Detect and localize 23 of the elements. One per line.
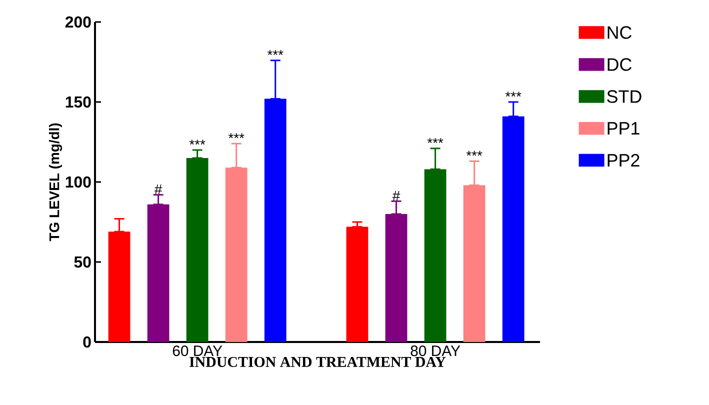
data-label: *** <box>228 133 244 138</box>
data-label: # <box>392 190 400 200</box>
legend-label: PP2 <box>608 154 640 167</box>
data-label: *** <box>505 92 522 97</box>
legend-label: PP1 <box>608 122 640 135</box>
data-label: *** <box>466 150 482 156</box>
y-tick-label: 50 <box>74 256 91 268</box>
legend-label: STD <box>607 90 642 103</box>
y-tick-label: 100 <box>66 176 91 188</box>
data-label: *** <box>267 50 284 55</box>
x-axis-title: INDUCTION AND TREATMENT DAY <box>190 356 446 367</box>
y-tick-label: 150 <box>66 96 91 108</box>
legend-label: DC <box>608 58 632 71</box>
x-tick-label: 80 DAY <box>410 346 460 356</box>
x-tick-label: 60 DAY <box>172 346 222 356</box>
data-label: *** <box>427 138 444 143</box>
y-axis-title: TG LEVEL (mg/dl) <box>48 123 62 242</box>
data-label: *** <box>189 140 206 145</box>
y-tick-label: 0 <box>83 336 91 348</box>
y-tick-label: 200 <box>65 16 91 28</box>
data-label: # <box>154 184 162 194</box>
legend-label: NC <box>608 26 632 39</box>
bar <box>346 226 368 342</box>
